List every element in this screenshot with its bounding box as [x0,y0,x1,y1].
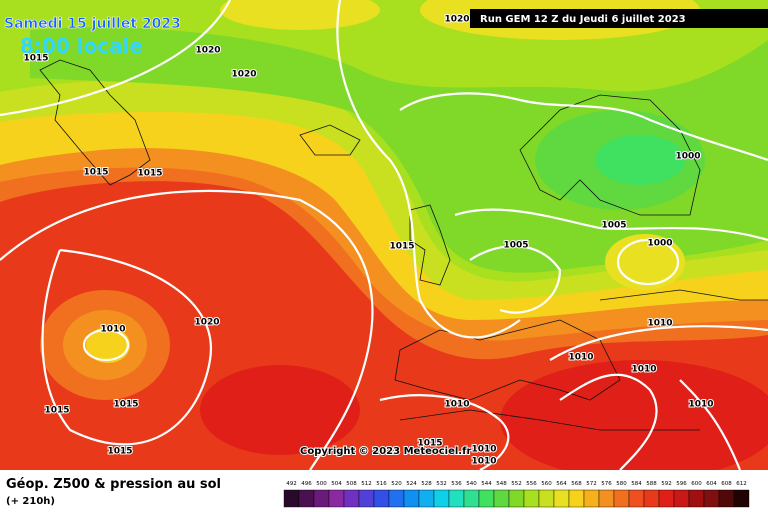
isobar-label: 1020 [231,70,256,80]
run-box [470,9,768,28]
isobar-label: 1000 [675,152,700,162]
colorbar-label: 612 [736,481,747,487]
colorbar-label: 520 [391,481,402,487]
isobar-label: 1015 [44,406,69,416]
coastlines [39,59,768,431]
colorbar-cell [328,489,345,508]
colorbar-cell [313,489,330,508]
colorbar-cell [643,489,660,508]
isobar-label: 1015 [83,168,108,178]
colorbar-label: 512 [361,481,372,487]
colorbar-label: 532 [436,481,447,487]
colorbar-label: 524 [406,481,417,487]
colorbar-label: 552 [511,481,522,487]
colorbar-cell [493,489,510,508]
colorbar-cell [388,489,405,508]
colorbar-label: 596 [676,481,687,487]
isobar-label: 1010 [471,457,496,467]
colorbar-label: 544 [481,481,492,487]
isobar-label: 1015 [107,447,132,457]
legend-lead: (+ 210h) [6,496,55,507]
colorbar-label: 560 [541,481,552,487]
isobar-label: 1010 [631,365,656,375]
colorbar-cell [598,489,615,508]
colorbar-cell [703,489,720,508]
colorbar-cell [508,489,525,508]
colorbar-cell [283,489,300,508]
colorbar-label: 608 [721,481,732,487]
colorbar-cell [733,489,750,508]
colorbar-label: 604 [706,481,717,487]
isobar-labels: 1020 1020 1015 1020 1015 1015 1000 1005 1015 1005… [22,14,714,468]
time: 8:00 locale [20,34,143,58]
isobar-label: 1015 [389,242,414,252]
colorbar-cell [583,489,600,508]
colorbar-cell [298,489,315,508]
isobar-label: 1015 [23,54,48,64]
colorbar-label: 600 [691,481,702,487]
colorbar-cell [358,489,375,508]
isobar-label: 1010 [471,445,496,455]
colorbar-cell [463,489,480,508]
colorbar-label: 584 [631,481,642,487]
isobar-label: 1020 [444,15,469,25]
colorbar-cell [418,489,435,508]
colorbar-label: 528 [421,481,432,487]
isobar-label: 1005 [601,221,626,231]
colorbar-label: 556 [526,481,537,487]
colorbar-label: 572 [586,481,597,487]
colorbar-cell [613,489,630,508]
colorbar-cell [658,489,675,508]
date: Samedi 15 juillet 2023 [4,16,181,32]
isobar-label: 1010 [568,353,593,363]
colorbar: 492 496 500 504 508 512 516 520 524 528 532 536 540 5… [283,481,750,508]
colorbar-label: 576 [601,481,612,487]
colorbar-label: 500 [316,481,327,487]
isobar-label: 1010 [444,400,469,410]
colorbar-cell [403,489,420,508]
isobar-label: 1005 [503,241,528,251]
isobar-label: 1010 [647,319,672,329]
isobar-label: 1020 [195,46,220,56]
field [0,0,768,480]
isobar-label: 1015 [113,400,138,410]
run-info: Run GEM 12 Z du Jeudi 6 juillet 2023 [480,14,686,25]
colorbar-cell [448,489,465,508]
colorbar-label: 568 [571,481,582,487]
colorbar-cell [718,489,735,508]
colorbar-label: 580 [616,481,627,487]
colorbar-cell [688,489,705,508]
colorbar-cell [538,489,555,508]
colorbar-label: 588 [646,481,657,487]
colorbar-label: 540 [466,481,477,487]
colorbar-label: 536 [451,481,462,487]
isobar-label: 1010 [688,400,713,410]
isobars [0,0,768,471]
isobar-label: 1015 [417,439,442,449]
isobar-label: 1000 [647,239,672,249]
colorbar-cell [628,489,645,508]
colorbar-cell [433,489,450,508]
isobar-label: 1015 [137,169,162,179]
colorbar-label: 504 [331,481,342,487]
colorbar-label: 508 [346,481,357,487]
legend-title: Géop. Z500 & pression au sol [6,477,221,492]
colorbar-label: 592 [661,481,672,487]
colorbar-label: 492 [286,481,297,487]
colorbar-label: 496 [301,481,312,487]
isobar-label: 1010 [100,325,125,335]
colorbar-label: 516 [376,481,387,487]
colorbar-cell [568,489,585,508]
colorbar-cell [673,489,690,508]
colorbar-cell [478,489,495,508]
colorbar-cell [373,489,390,508]
colorbar-cell [343,489,360,508]
colorbar-label: 548 [496,481,507,487]
isobar-label: 1020 [194,318,219,328]
colorbar-cell [553,489,570,508]
colorbar-label: 564 [556,481,567,487]
colorbar-cell [523,489,540,508]
copyright: Copyright © 2023 Meteociel.fr [300,446,471,457]
